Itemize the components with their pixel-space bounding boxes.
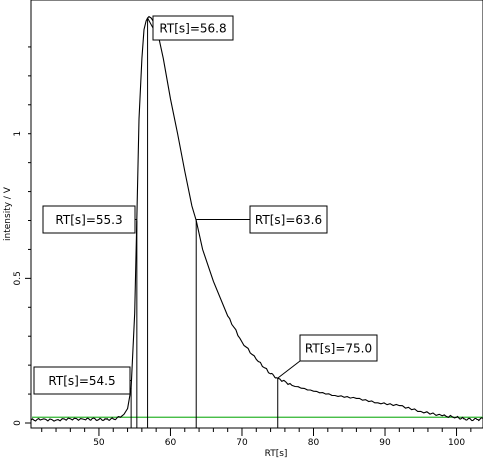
annotation-box — [42, 205, 136, 234]
x-tick-label: 100 — [448, 438, 465, 448]
y-tick-label: 1 — [13, 131, 23, 137]
annotation-label: RT[s]=54.5 — [48, 374, 115, 388]
annotation-box — [249, 205, 328, 234]
y-axis-title: intensity / V — [3, 186, 13, 241]
annotation-box — [33, 366, 131, 395]
x-axis-strip — [31, 428, 483, 444]
annotation-label: RT[s]=55.3 — [55, 213, 122, 227]
annotation-label: RT[s]=56.8 — [159, 22, 226, 36]
y-tick-label: 0 — [13, 420, 23, 426]
annotation-leader-line — [147, 17, 154, 29]
x-tick-label: 60 — [165, 438, 177, 448]
x-tick-label: 50 — [93, 438, 105, 448]
x-tick-label: 70 — [236, 438, 248, 448]
series-line — [30, 15, 483, 422]
x-tick-label: 80 — [308, 438, 320, 448]
annotation-leader-line — [277, 360, 301, 379]
x-tick-label: 90 — [379, 438, 391, 448]
x-axis-title: RT[s] — [265, 449, 288, 459]
annotation-box — [152, 15, 234, 41]
annotation-label: RT[s]=63.6 — [255, 213, 322, 227]
annotation-box — [299, 334, 378, 362]
annotation-label: RT[s]=75.0 — [305, 342, 372, 356]
y-tick-label: 0.5 — [13, 271, 23, 285]
